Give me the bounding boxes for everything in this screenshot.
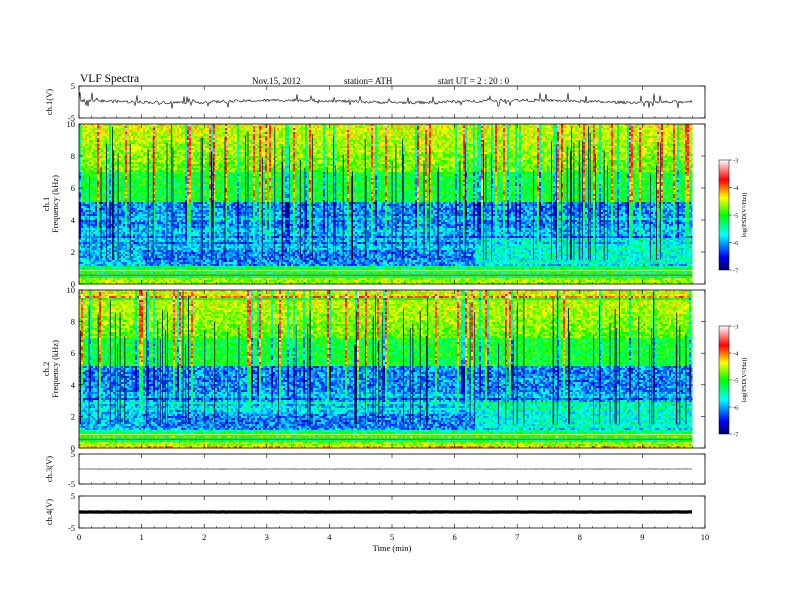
ch1-spectrogram-image bbox=[79, 124, 705, 284]
time-tick-label: 6 bbox=[452, 532, 456, 542]
ch1-waveform-ytick-label: 5 bbox=[71, 81, 75, 91]
time-tick-label: 8 bbox=[578, 532, 582, 542]
time-tick-label: 2 bbox=[202, 532, 206, 542]
time-tick-label: 0 bbox=[77, 532, 81, 542]
ch1-spectrogram-colorbar-tick-label: -4 bbox=[733, 185, 739, 192]
ch1-spectrogram-colorbar bbox=[719, 160, 729, 270]
ch1-spectrogram-colorbar-tick-label: -6 bbox=[733, 240, 739, 247]
ch1-spectrogram-colorbar-tick-label: -5 bbox=[733, 213, 738, 220]
ch4-waveform-ytick-label: -5 bbox=[68, 523, 75, 533]
ch2-spectrogram-ytick-label: 6 bbox=[71, 348, 75, 358]
ch1-spectrogram-ylabel: Frequency (kHz) bbox=[50, 175, 60, 233]
time-tick-label: 5 bbox=[390, 532, 394, 542]
ch2-spectrogram-colorbar-tick-label: -4 bbox=[733, 351, 739, 358]
ch2-spectrogram-colorbar bbox=[719, 326, 729, 434]
station-label: station= ATH bbox=[344, 76, 392, 86]
start-time-label: start UT = 2 : 20 : 0 bbox=[438, 76, 509, 86]
ch1-spectrogram-ytick-label: 2 bbox=[71, 247, 75, 257]
time-tick-label: 9 bbox=[640, 532, 644, 542]
time-tick-label: 3 bbox=[265, 532, 269, 542]
ch2-spectrogram-colorbar-tick-label: -5 bbox=[733, 378, 738, 385]
ch1-waveform-trace bbox=[79, 92, 692, 109]
date-label: Nov.15, 2012 bbox=[252, 76, 301, 86]
ch1-spectrogram-ytick-label: 10 bbox=[67, 119, 76, 129]
ch1-waveform-ylabel: ch.1(V) bbox=[44, 89, 54, 115]
ch1-spectrogram-ytick-label: 6 bbox=[71, 183, 75, 193]
ch1-spectrogram-colorbar-label: log(PSD(V²/Hz)) bbox=[741, 193, 748, 238]
ch1-spectrogram-ytick-label: 4 bbox=[71, 215, 76, 225]
time-tick-label: 10 bbox=[701, 532, 710, 542]
ch4-waveform-ylabel: ch.4(V) bbox=[44, 499, 54, 525]
time-tick-label: 7 bbox=[515, 532, 519, 542]
ch2-spectrogram-ytick-label: 2 bbox=[71, 411, 75, 421]
ch2-spectrogram-ytick-label: 10 bbox=[67, 285, 76, 295]
ch1-waveform-frame bbox=[79, 86, 705, 118]
ch2-spectrogram-colorbar-tick-label: -7 bbox=[733, 432, 739, 439]
ch2-spectrogram-ytick-label: 8 bbox=[71, 317, 75, 327]
time-tick-label: 4 bbox=[327, 532, 332, 542]
ch2-spectrogram-ytick-label: 4 bbox=[71, 380, 76, 390]
vlf-spectra-figure: 5-5ch.1(V)0246810ch.1 Frequency (kHz)-7-6… bbox=[0, 0, 792, 612]
time-tick-label: 1 bbox=[139, 532, 143, 542]
time-axis-label: Time (min) bbox=[373, 543, 412, 553]
ch2-spectrogram-colorbar-label: log(PSD(V²/Hz)) bbox=[741, 358, 748, 403]
ch2-spectrogram-image bbox=[79, 290, 705, 448]
ch3-waveform-ytick-label: -5 bbox=[68, 479, 75, 489]
ch4-waveform-ytick-label: 5 bbox=[71, 491, 75, 501]
ch3-waveform-ytick-label: 5 bbox=[71, 449, 75, 459]
ch3-waveform-ylabel: ch.3(V) bbox=[44, 456, 54, 482]
ch2-spectrogram-ylabel: Frequency (kHz) bbox=[50, 340, 60, 398]
ch2-spectrogram-colorbar-tick-label: -6 bbox=[733, 405, 739, 412]
ch1-spectrogram-colorbar-tick-label: -3 bbox=[733, 158, 738, 165]
ch1-spectrogram-colorbar-tick-label: -7 bbox=[733, 268, 739, 275]
ch2-spectrogram-colorbar-tick-label: -3 bbox=[733, 324, 738, 331]
figure-title: VLF Spectra bbox=[80, 73, 139, 85]
ch1-spectrogram-ytick-label: 8 bbox=[71, 151, 75, 161]
